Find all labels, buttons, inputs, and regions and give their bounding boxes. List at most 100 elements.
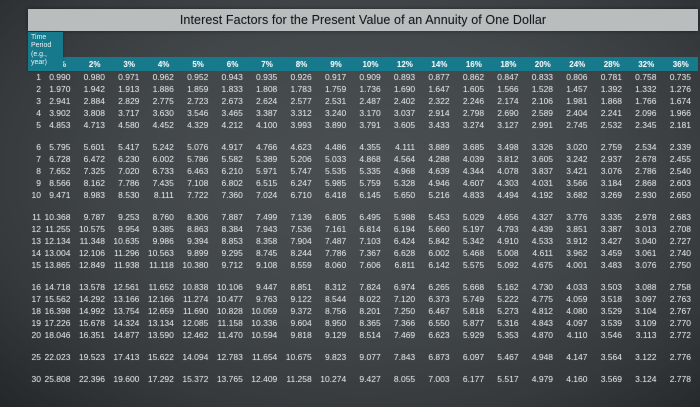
table-row: 12 11.255 10.575 9.954 9.385 8.863 8.384 7.943 7… [28,223,698,235]
period-cell: 8 [36,166,41,176]
factor-cell: 7.108 [187,178,209,188]
factor-cell: 11.690 [182,306,209,316]
period-cell: 2 [36,84,41,94]
factor-cell: 10.828 [216,306,243,316]
factor-cell: 4.713 [83,120,105,130]
factor-cell: 4.494 [497,190,519,200]
table-row: 17 15.562 14.292 13.166 12.166 11.274 10.477 9.… [28,293,698,305]
factor-cell: 16.398 [44,306,71,316]
factor-cell: 3.465 [221,108,243,118]
factor-cell: 8.559 [290,260,312,270]
factor-cell: 9.823 [324,352,347,362]
factor-cell: 2.740 [669,248,691,258]
factor-cell: 5.328 [393,178,416,188]
factor-cell: 2.776 [669,352,691,362]
period-cell: 18 [31,306,41,316]
factor-cell: 3.518 [600,294,622,304]
factor-cell: 8.851 [290,282,312,292]
factor-cell: 2.241 [600,108,622,118]
factor-cell: 3.808 [83,108,105,118]
factor-cell: 2.690 [497,108,519,118]
factor-cell: 8.863 [187,224,209,234]
factor-cell: 2.978 [635,212,657,222]
rate-header: 9% [318,57,354,71]
factor-cell: 14.292 [78,294,105,304]
factor-cell: 2.759 [600,142,622,152]
factor-cell: 4.623 [290,142,312,152]
factor-cell: 6.424 [393,236,416,246]
table-row: 4 3.902 3.808 3.717 3.630 3.546 3.465 3.387 3.31… [28,107,698,119]
factor-cell: 4.812 [531,306,554,316]
factor-cell: 6.230 [118,154,140,164]
factor-cell: 4.868 [359,154,381,164]
factor-cell: 1.970 [49,84,71,94]
factor-cell: 3.546 [600,330,622,340]
factor-cell: 0.758 [635,72,657,82]
factor-cell: 4.080 [566,306,588,316]
rate-header: 32% [628,57,664,71]
factor-cell: 0.847 [497,72,519,82]
factor-cell: 8.055 [393,374,416,384]
factor-cell: 4.033 [566,282,588,292]
factor-cell: 4.329 [187,120,209,130]
factor-cell: 3.088 [635,282,657,292]
factor-cell: 4.979 [531,374,554,384]
factor-cell: 4.452 [152,120,174,130]
factor-cell: 8.566 [49,178,71,188]
period-cell: 14 [31,248,41,258]
factor-cell: 3.240 [324,108,347,118]
factor-cell: 3.335 [600,212,622,222]
factor-cell: 2.534 [635,142,657,152]
factor-cell: 5.316 [497,318,519,328]
factor-cell: 2.884 [83,96,105,106]
factor-cell: 0.980 [83,72,105,82]
factor-cell: 2.775 [152,96,174,106]
factor-cell: 2.174 [497,96,519,106]
factor-cell: 5.206 [290,154,312,164]
factor-cell: 3.912 [566,236,588,246]
factor-cell: 14.992 [78,306,105,316]
factor-cell: 2.786 [635,166,657,176]
row-group-gap [28,201,698,211]
factor-cell: 9.899 [187,248,209,258]
factor-cell: 2.708 [669,224,691,234]
factor-cell: 0.833 [531,72,554,82]
factor-cell: 8.306 [187,212,209,222]
factor-cell: 4.097 [566,318,588,328]
factor-cell: 1.942 [83,84,105,94]
factor-cell: 2.798 [462,108,485,118]
factor-cell: 4.775 [531,294,554,304]
factor-cell: 6.814 [359,224,381,234]
factor-cell: 8.853 [221,236,243,246]
factor-cell: 7.103 [359,236,381,246]
factor-cell: 10.380 [182,260,209,270]
factor-cell: 3.242 [566,154,588,164]
factor-cell: 12.106 [78,248,105,258]
factor-cell: 4.564 [393,154,416,164]
table-row: 6 5.795 5.601 5.417 5.242 5.076 4.917 4.766 4.62… [28,141,698,153]
factor-cell: 10.838 [182,282,209,292]
factor-cell: 3.122 [635,352,657,362]
factor-cell: 17.292 [147,374,174,384]
factor-cell: 4.160 [566,374,588,384]
factor-cell: 6.265 [428,282,450,292]
period-cell: 13 [31,236,41,246]
factor-cell: 1.766 [635,96,657,106]
period-cell: 4 [36,108,41,118]
factor-cell: 5.076 [187,142,209,152]
factor-cell: 9.295 [221,248,243,258]
factor-cell: 12.085 [182,318,209,328]
factor-cell: 5.535 [324,166,347,176]
table-row: 30 25.808 22.396 19.600 17.292 15.372 13.765 12… [28,373,698,385]
rate-header: 24% [560,57,595,71]
factor-cell: 3.013 [635,224,657,234]
factor-cell: 3.717 [118,108,140,118]
factor-cell: 7.366 [393,318,416,328]
factor-cell: 8.756 [324,306,347,316]
table-row: 25 22.023 19.523 17.413 15.622 14.094 12.783 11… [28,351,698,363]
factor-cell: 0.877 [428,72,450,82]
factor-cell: 3.605 [393,120,416,130]
factor-cell: 4.656 [497,212,519,222]
factor-cell: 8.201 [359,306,381,316]
factor-cell: 5.092 [497,260,519,270]
